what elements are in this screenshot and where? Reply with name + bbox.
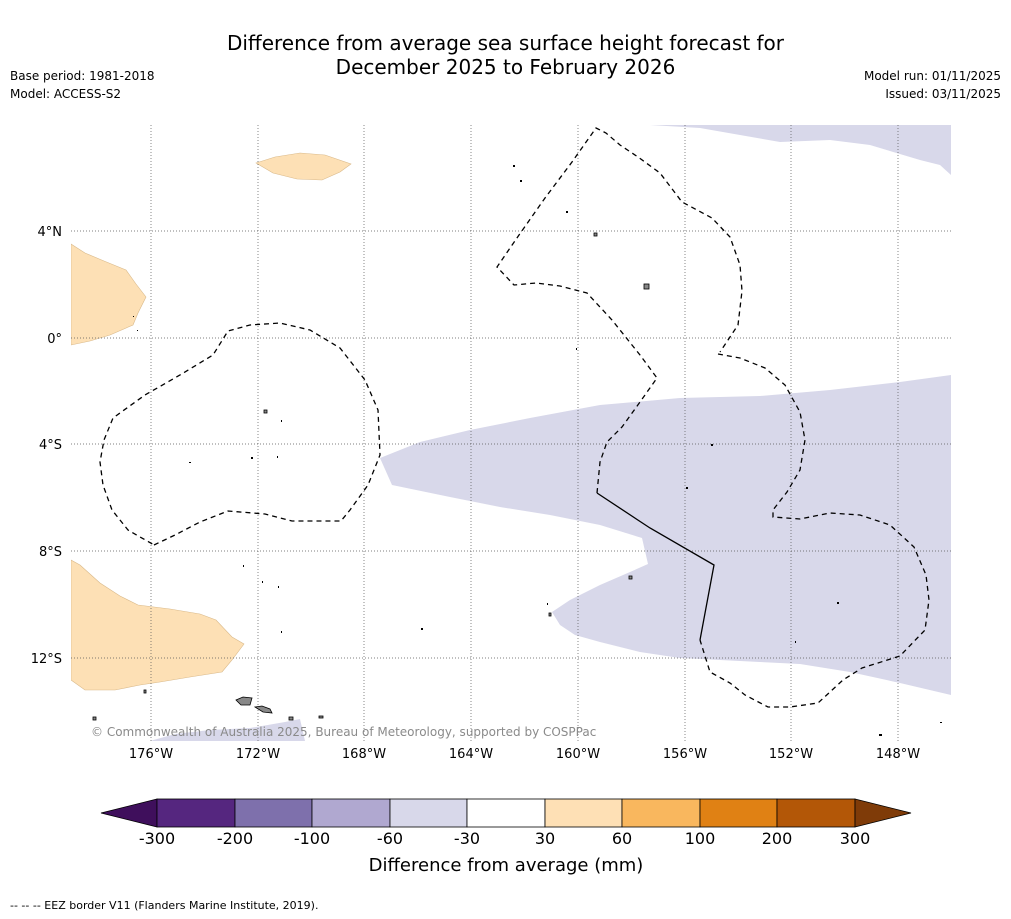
colorbar-label: 300 <box>840 829 871 848</box>
atoll-1 <box>513 165 515 167</box>
atoll-12 <box>262 581 263 583</box>
colorbar-label: 200 <box>762 829 793 848</box>
lon-label: 148°W <box>876 747 920 762</box>
colorbar-segment <box>466 798 546 828</box>
atoll-14 <box>281 631 282 633</box>
atoll-18 <box>795 641 796 643</box>
colorbar-segment <box>621 798 701 828</box>
colorbar-label: 30 <box>535 829 555 848</box>
atoll-2 <box>520 180 522 182</box>
island-small-4 <box>263 409 268 414</box>
eez-border-line-islands-north <box>496 127 743 494</box>
colorbar-segment <box>311 798 391 828</box>
title-line-1: Difference from average sea surface heig… <box>226 31 785 55</box>
atoll-13 <box>278 586 279 588</box>
issued-date: Issued: 03/11/2025 <box>885 87 1001 101</box>
island-small-1 <box>593 232 598 237</box>
positive-anomaly-region-north <box>255 152 352 181</box>
atoll-16 <box>547 603 548 605</box>
meta-left: Base period: 1981-2018 Model: ACCESS-S2 <box>10 67 155 103</box>
island-small-2 <box>643 283 650 290</box>
atoll-11 <box>243 565 244 567</box>
atoll-4 <box>576 348 577 350</box>
eez-border-line-islands-south <box>699 353 930 708</box>
lon-label: 172°W <box>236 747 280 762</box>
model-run: Model run: 01/11/2025 <box>863 69 1001 83</box>
chart-title: Difference from average sea surface heig… <box>0 31 1011 79</box>
longitude-labels: 176°W 172°W 168°W 164°W 160°W 156°W 152°… <box>129 747 920 762</box>
island-small-9 <box>548 612 552 617</box>
lon-label: 156°W <box>663 747 707 762</box>
lat-label: 12°S <box>31 652 62 667</box>
atoll-21 <box>879 734 882 736</box>
atoll-8 <box>251 457 253 459</box>
colorbar-label: 60 <box>612 829 632 848</box>
lon-label: 152°W <box>769 747 813 762</box>
title-line-2: December 2025 to February 2026 <box>335 55 676 79</box>
positive-anomaly-region-southwest <box>71 559 245 691</box>
lon-label: 176°W <box>129 747 173 762</box>
atoll-10 <box>281 420 282 422</box>
negative-anomaly-region-north <box>650 125 951 175</box>
atoll-17 <box>837 602 839 604</box>
island-small-8 <box>143 689 147 694</box>
atoll-7 <box>189 462 191 463</box>
island-savaii <box>235 696 253 706</box>
colorbar-segment <box>776 798 856 828</box>
lat-label: 0° <box>47 332 62 347</box>
colorbar-label: -30 <box>454 829 480 848</box>
atoll-22 <box>940 722 942 723</box>
colorbar-title: Difference from average (mm) <box>369 855 644 876</box>
eez-legend-note: -- -- -- EEZ border V11 (Flanders Marine… <box>10 899 319 912</box>
meta-right: Model run: 01/11/2025 Issued: 03/11/2025 <box>864 67 1001 103</box>
model-name: Model: ACCESS-S2 <box>10 87 122 101</box>
lat-label: 4°N <box>38 225 63 240</box>
graticule <box>71 125 951 741</box>
lon-label: 168°W <box>342 747 386 762</box>
colorbar-extend-left <box>100 798 158 828</box>
positive-anomaly-region-west <box>71 243 147 346</box>
atoll-6 <box>686 487 688 489</box>
island-small-3 <box>628 575 633 580</box>
atoll-5 <box>711 444 713 446</box>
lat-label: 8°S <box>39 545 62 560</box>
base-period: Base period: 1981-2018 <box>10 69 155 83</box>
island-upolu <box>253 705 273 714</box>
colorbar-segment <box>156 798 236 828</box>
latitude-labels: 4°N 0° 4°S 8°S 12°S <box>31 225 62 667</box>
atoll-9 <box>277 456 278 458</box>
island-small-5 <box>92 716 97 721</box>
colorbar: -300 -200 -100 -60 -30 30 60 100 200 300… <box>100 798 912 876</box>
colorbar-label: -60 <box>377 829 403 848</box>
eez-border-solid <box>596 492 715 641</box>
colorbar-label: 100 <box>685 829 716 848</box>
negative-anomaly-region-central <box>380 375 951 695</box>
islands <box>92 232 650 721</box>
negative-anomaly-region-south <box>150 719 305 741</box>
island-small-6 <box>288 716 294 721</box>
colorbar-segment <box>544 798 623 828</box>
lon-label: 164°W <box>449 747 493 762</box>
copyright-notice: © Commonwealth of Australia 2025, Bureau… <box>91 725 596 739</box>
colorbar-extend-right <box>854 798 912 828</box>
map-area: © Commonwealth of Australia 2025, Bureau… <box>71 125 951 741</box>
island-small-7 <box>318 715 324 719</box>
atoll-19 <box>133 316 134 317</box>
colorbar-segment <box>389 798 468 828</box>
atoll-15 <box>421 628 423 630</box>
lon-label: 160°W <box>556 747 600 762</box>
colorbar-segment <box>699 798 778 828</box>
eez-border-tokelau <box>99 322 381 546</box>
colorbar-label: -300 <box>139 829 175 848</box>
colorbar-label: -200 <box>217 829 253 848</box>
colorbar-segment <box>234 798 313 828</box>
atolls <box>133 165 942 736</box>
atoll-3 <box>566 211 568 213</box>
colorbar-label: -100 <box>294 829 330 848</box>
atoll-20 <box>137 330 138 331</box>
lat-label: 4°S <box>39 438 62 453</box>
